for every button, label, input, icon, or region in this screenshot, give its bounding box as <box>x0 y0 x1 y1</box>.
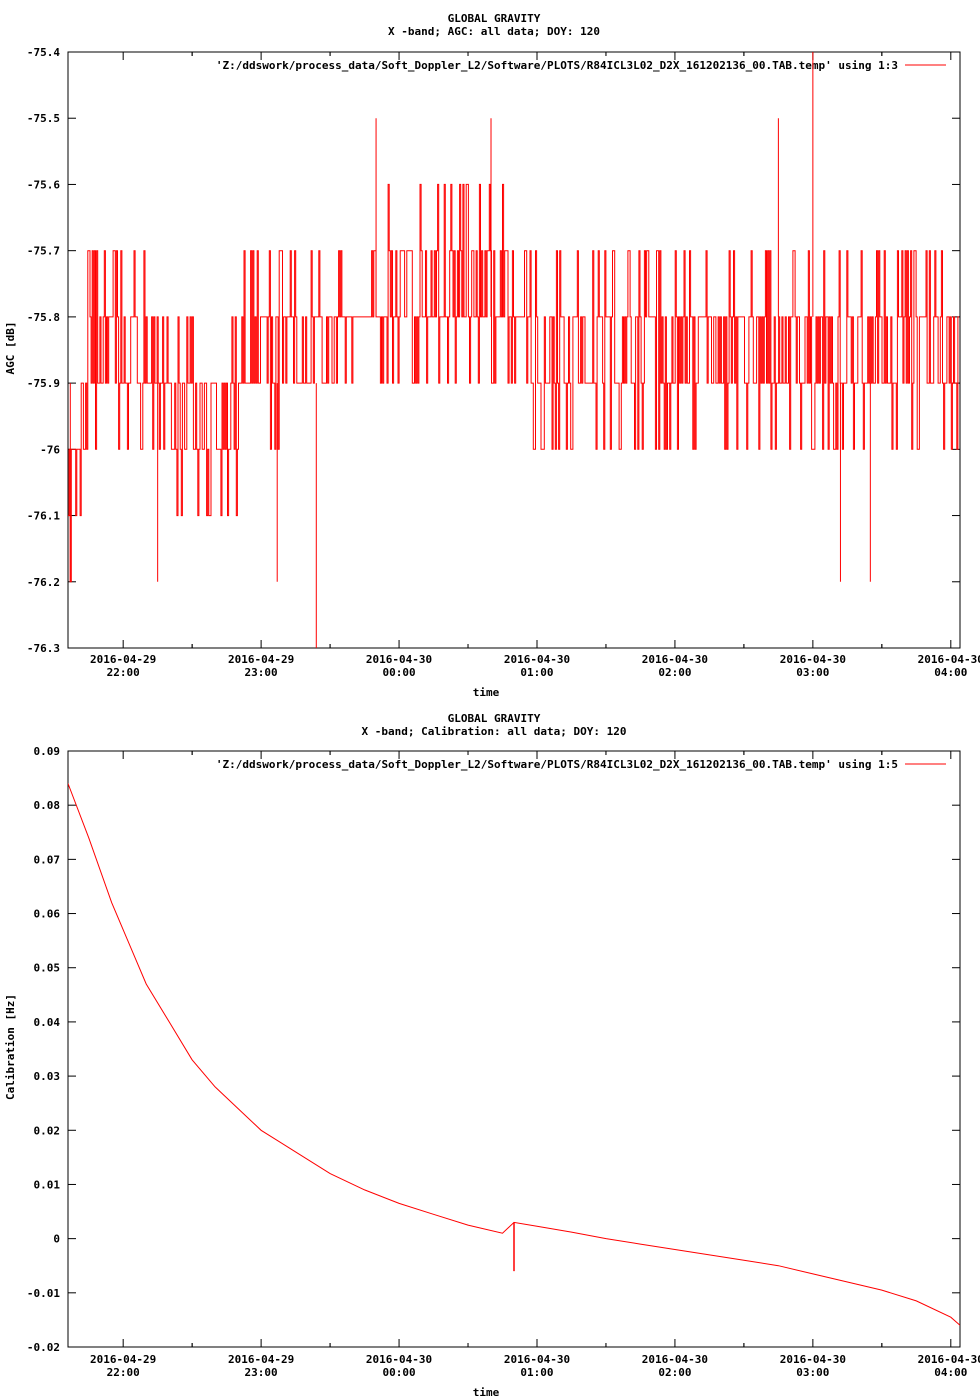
series-line <box>68 783 960 1326</box>
chart-title: GLOBAL GRAVITY <box>448 12 541 25</box>
plot-frame <box>67 750 961 1348</box>
x-tick-date: 2016-04-29 <box>228 1353 294 1366</box>
y-tick-label: -75.4 <box>27 46 60 59</box>
y-tick-label: -75.6 <box>27 178 60 191</box>
x-tick-date: 2016-04-30 <box>642 1353 708 1366</box>
x-tick-date: 2016-04-30 <box>780 1353 846 1366</box>
y-tick-label: 0 <box>53 1233 60 1246</box>
x-tick-date: 2016-04-29 <box>228 653 294 666</box>
legend-label: 'Z:/ddswork/process_data/Soft_Doppler_L2… <box>216 758 898 771</box>
x-tick-date: 2016-04-30 <box>918 653 980 666</box>
x-tick-date: 2016-04-30 <box>504 1353 570 1366</box>
x-tick-time: 22:00 <box>107 1366 140 1379</box>
plot-frame <box>67 51 961 649</box>
y-tick-label: -76.3 <box>27 642 60 655</box>
series-line <box>68 52 959 648</box>
y-tick-label: -75.9 <box>27 377 60 390</box>
y-tick-label: 0.09 <box>34 745 61 758</box>
y-tick-label: 0.07 <box>34 853 61 866</box>
x-tick-time: 02:00 <box>658 1366 691 1379</box>
chart-title: GLOBAL GRAVITY <box>448 712 541 725</box>
y-tick-label: 0.04 <box>34 1016 61 1029</box>
x-tick-time: 22:00 <box>107 666 140 679</box>
x-tick-time: 23:00 <box>245 666 278 679</box>
calibration-curve <box>68 783 960 1326</box>
x-tick-time: 03:00 <box>796 1366 829 1379</box>
x-tick-date: 2016-04-30 <box>504 653 570 666</box>
y-tick-label: 0.03 <box>34 1070 61 1083</box>
y-tick-label: -75.8 <box>27 311 60 324</box>
y-tick-label: -0.01 <box>27 1287 60 1300</box>
y-axis-label: Calibration [Hz] <box>4 994 17 1100</box>
y-tick-label: -76 <box>40 443 60 456</box>
y-tick-label: 0.02 <box>34 1124 61 1137</box>
y-axis-label: AGC [dB] <box>4 322 17 375</box>
chart-subtitle: X -band; AGC: all data; DOY: 120 <box>388 25 600 38</box>
x-tick-time: 01:00 <box>520 1366 553 1379</box>
x-tick-date: 2016-04-29 <box>90 1353 156 1366</box>
x-tick-time: 00:00 <box>382 666 415 679</box>
x-tick-time: 03:00 <box>796 666 829 679</box>
x-tick-date: 2016-04-30 <box>366 1353 432 1366</box>
y-tick-label: -76.2 <box>27 576 60 589</box>
y-tick-label: -75.5 <box>27 112 60 125</box>
x-tick-date: 2016-04-30 <box>780 653 846 666</box>
y-tick-label: -76.1 <box>27 510 60 523</box>
chart-subtitle: X -band; Calibration: all data; DOY: 120 <box>362 725 627 738</box>
x-tick-date: 2016-04-30 <box>642 653 708 666</box>
y-tick-label: 0.01 <box>34 1178 61 1191</box>
x-tick-time: 01:00 <box>520 666 553 679</box>
y-tick-label: -75.7 <box>27 245 60 258</box>
y-tick-label: 0.05 <box>34 962 61 975</box>
x-tick-time: 04:00 <box>934 1366 967 1379</box>
agc-trace <box>68 183 959 583</box>
x-tick-time: 02:00 <box>658 666 691 679</box>
x-tick-date: 2016-04-30 <box>366 653 432 666</box>
legend-label: 'Z:/ddswork/process_data/Soft_Doppler_L2… <box>216 59 898 72</box>
y-tick-label: 0.06 <box>34 908 61 921</box>
y-tick-label: 0.08 <box>34 799 61 812</box>
x-axis-label: time <box>473 686 500 699</box>
x-tick-date: 2016-04-30 <box>918 1353 980 1366</box>
x-tick-date: 2016-04-29 <box>90 653 156 666</box>
x-tick-time: 00:00 <box>382 1366 415 1379</box>
x-tick-time: 23:00 <box>245 1366 278 1379</box>
x-axis-label: time <box>473 1386 500 1399</box>
y-tick-label: -0.02 <box>27 1341 60 1354</box>
x-tick-time: 04:00 <box>934 666 967 679</box>
